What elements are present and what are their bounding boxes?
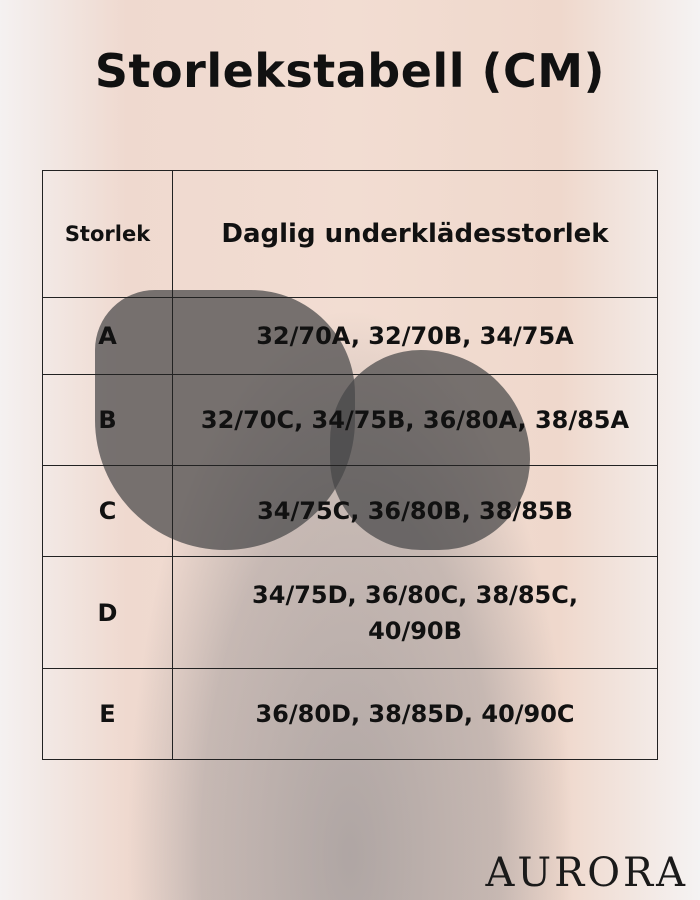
table-row: C 34/75C, 36/80B, 38/85B: [42, 465, 658, 557]
size-cell: D: [42, 556, 173, 669]
size-cell: B: [42, 374, 173, 466]
size-cell: A: [42, 297, 173, 375]
header-everyday-size: Daglig underklädesstorlek: [172, 170, 658, 298]
size-table: Storlek Daglig underklädesstorlek A 32/7…: [42, 170, 658, 760]
table-header-row: Storlek Daglig underklädesstorlek: [42, 170, 658, 298]
table-row: B 32/70C, 34/75B, 36/80A, 38/85A: [42, 374, 658, 466]
header-size: Storlek: [42, 170, 173, 298]
size-cell: E: [42, 668, 173, 760]
sizes-cell: 36/80D, 38/85D, 40/90C: [172, 668, 658, 760]
table-row: A 32/70A, 32/70B, 34/75A: [42, 297, 658, 375]
sizes-text: 34/75D, 36/80C, 38/85C, 40/90B: [252, 580, 578, 645]
sizes-cell: 34/75C, 36/80B, 38/85B: [172, 465, 658, 557]
sizes-cell: 32/70C, 34/75B, 36/80A, 38/85A: [172, 374, 658, 466]
sizes-cell: 34/75D, 36/80C, 38/85C, 40/90B: [172, 556, 658, 669]
size-cell: C: [42, 465, 173, 557]
sizes-cell: 32/70A, 32/70B, 34/75A: [172, 297, 658, 375]
page-title: Storlekstabell (CM): [94, 44, 606, 98]
table-row: E 36/80D, 38/85D, 40/90C: [42, 668, 658, 760]
table-row: D 34/75D, 36/80C, 38/85C, 40/90B: [42, 556, 658, 669]
brand-logo: AURORA: [485, 850, 688, 896]
